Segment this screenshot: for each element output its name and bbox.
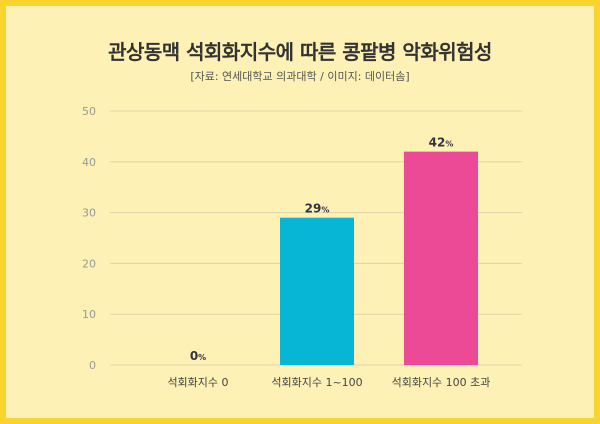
data-label: 29% xyxy=(305,202,330,216)
data-label: 42% xyxy=(429,136,454,150)
bar xyxy=(280,217,354,365)
y-tick-label: 0 xyxy=(89,359,96,372)
y-tick-label: 30 xyxy=(82,207,96,220)
bar xyxy=(404,151,478,365)
x-category-label: 석회화지수 100 초과 xyxy=(392,376,491,389)
x-category-label: 석회화지수 0 xyxy=(167,376,228,389)
y-tick-label: 10 xyxy=(82,308,96,321)
source-note: [자료: 연세대학교 의과대학 / 이미지: 데이터솜] xyxy=(190,70,410,83)
y-tick-label: 40 xyxy=(82,156,96,169)
chart-title: 관상동맥 석회화지수에 따른 콩팥병 악화위험성 xyxy=(108,40,492,64)
x-category-label: 석회화지수 1~100 xyxy=(271,376,362,389)
y-tick-label: 50 xyxy=(82,105,96,118)
data-label: 0% xyxy=(190,349,206,363)
y-tick-label: 20 xyxy=(82,257,96,270)
